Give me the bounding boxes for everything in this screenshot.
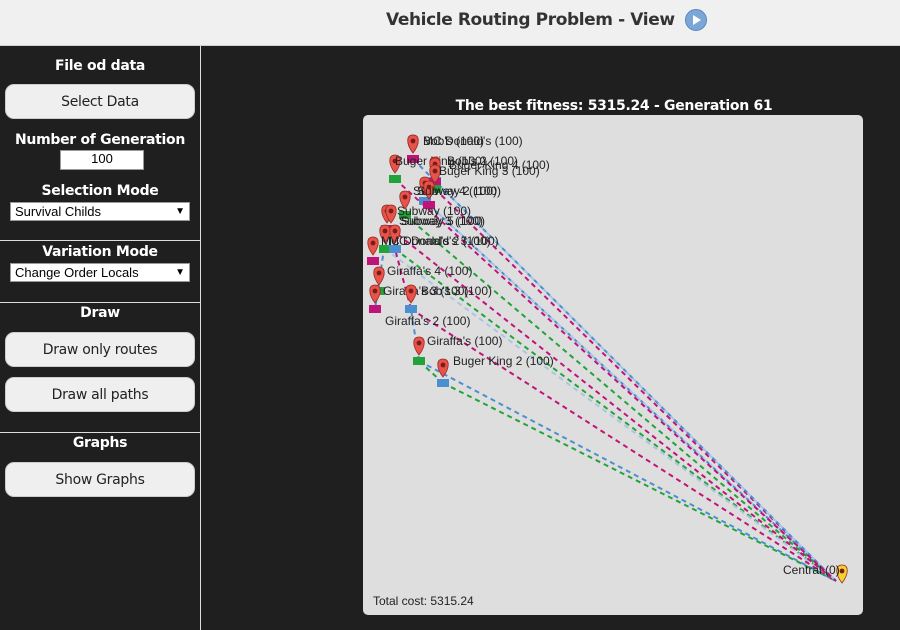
truck-icon [407,155,419,163]
show-graphs-button[interactable]: Show Graphs [5,462,195,497]
location-pin-icon[interactable] [389,224,401,244]
truck-icon [413,357,425,365]
route-segment [442,382,837,582]
location-label: Bob's (100) [423,134,484,148]
route-segment [434,180,837,582]
truck-icon [389,175,401,183]
location-label: Buger King 4 (100) [449,158,550,172]
main-area: The best fitness: 5315.24 - Generation 6… [201,46,900,630]
location-pin-icon[interactable] [369,284,381,304]
route-map[interactable]: Bob's (100) MC Donald's (100) Buger King (… [363,115,863,615]
location-label: Subway 3 (100) [399,214,483,228]
draw-routes-button[interactable]: Draw only routes [5,332,195,367]
variation-mode-select[interactable]: Change Order Locals ▼ [10,263,190,282]
location-pin-icon[interactable] [407,134,419,154]
route-segment [384,248,837,582]
route-segment [394,178,837,582]
route-segment [418,360,837,582]
selection-mode-value: Survival Childs [15,204,101,219]
truck-icon [379,245,391,253]
divider [0,432,200,433]
central-pin-icon[interactable] [836,564,848,584]
location-pin-icon[interactable] [405,284,417,304]
selection-mode-title: Selection Mode [41,183,159,199]
generations-input[interactable]: 100 [60,150,144,170]
divider [0,240,200,241]
sidebar: File od data Select Data Number of Gener… [0,46,201,630]
location-pin-icon[interactable] [423,180,435,200]
route-segment [412,158,837,582]
location-label: Buger King 2 (100) [453,354,554,368]
route-segment [434,188,837,582]
chevron-down-icon: ▼ [175,206,185,217]
location-label: MC Donald's 2 (100) [381,234,491,248]
location-label: Subway (100) [397,204,471,218]
generations-title: Number of Generation [14,132,186,148]
location-label: MC Donald's 3 (100) [389,234,499,248]
location-pin-icon[interactable] [373,266,385,286]
truck-icon [429,185,441,193]
fitness-readout: The best fitness: 5315.24 - Generation 6… [455,98,773,114]
route-segment [424,200,837,582]
location-pin-icon[interactable] [367,236,379,256]
location-pin-icon[interactable] [379,224,391,244]
location-label: Giraffa's 3 (100) [383,284,468,298]
location-pin-icon[interactable] [429,164,441,184]
location-label: Buger King 3 (100) [439,164,540,178]
truck-icon [405,305,417,313]
location-label: Bob's 2 (100) [447,154,518,168]
central-label: Central (0) [783,563,840,577]
total-cost: Total cost: 5315.24 [373,594,474,608]
route-segment [390,228,837,582]
route-map-canvas: Bob's (100)MC Donald's (100)Buger King (… [367,134,848,584]
truck-icon [369,305,381,313]
route-segment [404,214,837,582]
location-label: Giraffa's (100) [427,334,502,348]
location-label: Bob's 3 (100) [421,284,492,298]
location-label: Giraffa's 4 (100) [387,264,472,278]
variation-mode-value: Change Order Locals [15,265,139,280]
location-pin-icon[interactable] [399,190,411,210]
truck-icon [367,257,379,265]
draw-section-title: Draw [80,305,120,321]
location-label: MC Donald's (100) [423,134,523,148]
route-segment [410,308,837,582]
play-circle-icon[interactable] [684,9,707,31]
location-pin-icon[interactable] [389,154,401,174]
page-title: Vehicle Routing Problem - View [386,10,675,30]
graphs-section-title: Graphs [72,435,128,451]
location-pin-icon[interactable] [413,336,425,356]
draw-paths-button[interactable]: Draw all paths [5,377,195,412]
selection-mode-select[interactable]: Survival Childs ▼ [10,202,190,221]
truck-icon [389,245,401,253]
truck-icon [437,379,449,387]
file-section-title: File od data [54,58,146,74]
divider [0,302,200,303]
variation-mode-title: Variation Mode [42,244,158,260]
title-bar: Vehicle Routing Problem - View [386,9,707,31]
location-label: Subway 5 (100) [401,214,485,228]
location-pin-icon[interactable] [385,204,397,224]
location-label: Giraffa's 2 (100) [385,314,470,328]
select-data-button[interactable]: Select Data [5,84,195,119]
location-label: Subway 2 (100) [417,184,501,198]
top-header: Vehicle Routing Problem - View [0,0,900,46]
truck-icon [399,211,411,219]
truck-icon [423,201,435,209]
chevron-down-icon: ▼ [175,267,185,278]
location-pin-icon[interactable] [437,358,449,378]
